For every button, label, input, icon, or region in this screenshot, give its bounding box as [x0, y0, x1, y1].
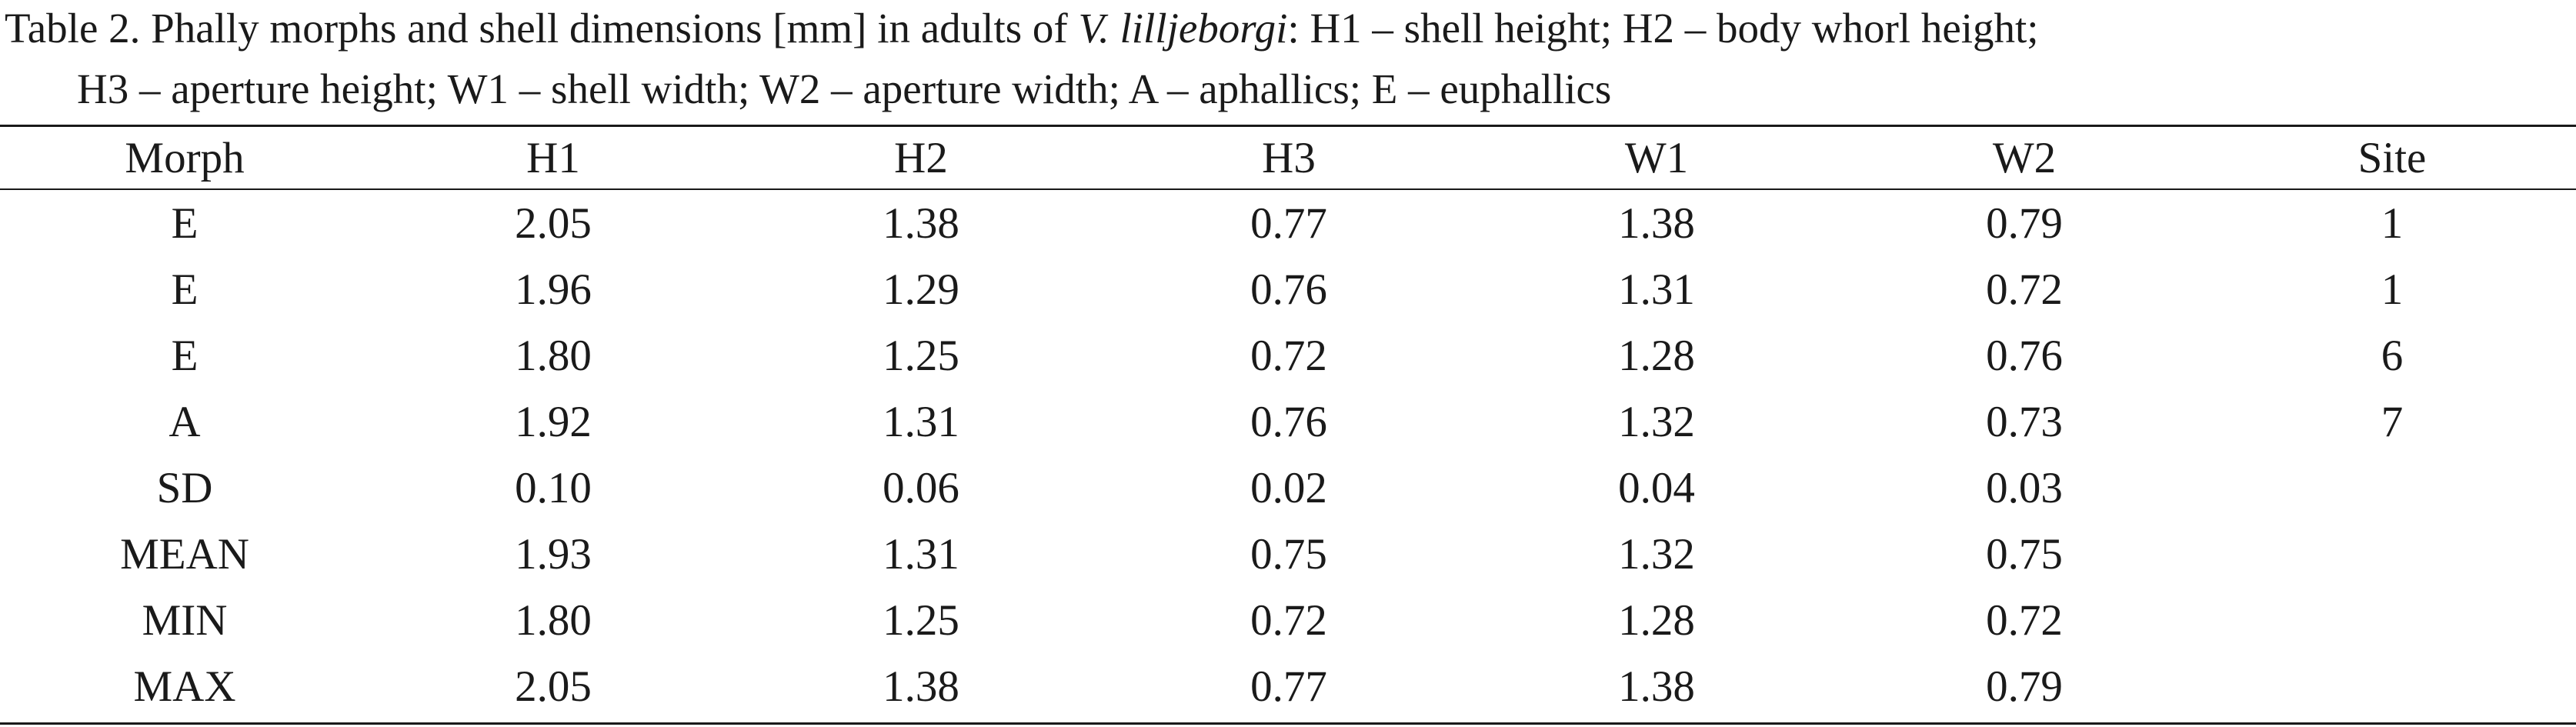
cell-w1: 0.04 — [1618, 464, 1695, 512]
cell-w2: 0.79 — [1986, 199, 2063, 248]
cell-h3: 0.77 — [1250, 199, 1327, 248]
table-top-rule — [0, 125, 2576, 127]
cell-site — [2208, 455, 2576, 522]
cell-w1: 1.32 — [1618, 398, 1695, 446]
cell-site: 7 — [2381, 398, 2404, 446]
cell-h1: 1.93 — [515, 530, 592, 579]
measurements-table: Morph H1 H2 H3 W1 W2 Site E 2.05 1.38 0.77 1… — [0, 128, 2576, 720]
cell-h2: 1.29 — [883, 265, 959, 314]
caption-line-1: Table 2. Phally morphs and shell dimensi… — [0, 0, 2576, 58]
cell-h1: 2.05 — [515, 199, 592, 248]
header-site: Site — [2357, 134, 2427, 182]
cell-w2: 0.03 — [1986, 464, 2063, 512]
cell-h3: 0.72 — [1250, 596, 1327, 645]
cell-h1: 1.96 — [515, 265, 592, 314]
cell-h3: 0.76 — [1250, 398, 1327, 446]
cell-morph: E — [171, 265, 199, 314]
header-h2: H2 — [894, 134, 948, 182]
caption-text-before-species: Phally morphs and shell dimensions [mm] … — [140, 5, 1079, 52]
table-row: MIN 1.80 1.25 0.72 1.28 0.72 — [0, 588, 2576, 654]
table-row: A 1.92 1.31 0.76 1.32 0.73 7 — [0, 389, 2576, 455]
cell-morph: E — [171, 332, 199, 380]
cell-h2: 1.38 — [883, 662, 959, 711]
cell-w1: 1.28 — [1618, 332, 1695, 380]
cell-w1: 1.28 — [1618, 596, 1695, 645]
cell-site — [2208, 522, 2576, 588]
cell-w2: 0.72 — [1986, 596, 2063, 645]
header-w1: W1 — [1624, 134, 1689, 182]
cell-h3: 0.75 — [1250, 530, 1327, 579]
cell-w1: 1.38 — [1618, 199, 1695, 248]
cell-h3: 0.02 — [1250, 464, 1327, 512]
caption-label: Table 2. — [5, 5, 141, 52]
cell-h2: 1.31 — [883, 398, 959, 446]
cell-w1: 1.32 — [1618, 530, 1695, 579]
cell-h3: 0.76 — [1250, 265, 1327, 314]
cell-w2: 0.76 — [1986, 332, 2063, 380]
cell-h2: 1.38 — [883, 199, 959, 248]
cell-morph: MIN — [142, 596, 228, 645]
cell-site: 1 — [2381, 265, 2404, 314]
cell-morph: E — [171, 199, 199, 248]
cell-h2: 1.25 — [883, 596, 959, 645]
cell-w1: 1.38 — [1618, 662, 1695, 711]
table-row: E 1.80 1.25 0.72 1.28 0.76 6 — [0, 323, 2576, 389]
cell-w2: 0.73 — [1986, 398, 2063, 446]
table-body: E 2.05 1.38 0.77 1.38 0.79 1 E 1.96 1.29 0.76 1.31 0… — [0, 188, 2576, 720]
table-row: E 1.96 1.29 0.76 1.31 0.72 1 — [0, 257, 2576, 323]
cell-w1: 1.31 — [1618, 265, 1695, 314]
header-h1: H1 — [526, 134, 580, 182]
cell-site — [2208, 654, 2576, 720]
cell-morph: SD — [156, 464, 213, 512]
header-w2: W2 — [1992, 134, 2057, 182]
cell-site — [2208, 588, 2576, 654]
cell-w2: 0.75 — [1986, 530, 2063, 579]
cell-morph: MAX — [133, 662, 236, 711]
table-header-row: Morph H1 H2 H3 W1 W2 Site — [0, 128, 2576, 188]
caption-species: V. lilljeborgi — [1078, 5, 1288, 52]
table-row: MAX 2.05 1.38 0.77 1.38 0.79 — [0, 654, 2576, 720]
table-header-rule — [0, 188, 2576, 190]
cell-w2: 0.72 — [1986, 265, 2063, 314]
cell-h1: 1.80 — [515, 596, 592, 645]
cell-h1: 1.92 — [515, 398, 592, 446]
caption-text-after-species: : H1 – shell height; H2 – body whorl hei… — [1287, 5, 2039, 52]
table-row: MEAN 1.93 1.31 0.75 1.32 0.75 — [0, 522, 2576, 588]
cell-h3: 0.77 — [1250, 662, 1327, 711]
header-h3: H3 — [1262, 134, 1316, 182]
cell-h2: 0.06 — [883, 464, 959, 512]
cell-h1: 0.10 — [515, 464, 592, 512]
table-row: SD 0.10 0.06 0.02 0.04 0.03 — [0, 455, 2576, 522]
cell-h2: 1.31 — [883, 530, 959, 579]
cell-h1: 1.80 — [515, 332, 592, 380]
cell-h1: 2.05 — [515, 662, 592, 711]
header-morph: Morph — [125, 134, 245, 182]
caption-line-2: H3 – aperture height; W1 – shell width; … — [77, 65, 1612, 112]
cell-morph: MEAN — [120, 530, 249, 579]
cell-h3: 0.72 — [1250, 332, 1327, 380]
cell-w2: 0.79 — [1986, 662, 2063, 711]
table-bottom-rule — [0, 722, 2576, 725]
cell-morph: A — [169, 398, 201, 446]
cell-h2: 1.25 — [883, 332, 959, 380]
cell-site: 1 — [2381, 199, 2404, 248]
cell-site: 6 — [2381, 332, 2404, 380]
table-caption: Table 2. Phally morphs and shell dimensi… — [0, 0, 2576, 119]
table-row: E 2.05 1.38 0.77 1.38 0.79 1 — [0, 188, 2576, 257]
